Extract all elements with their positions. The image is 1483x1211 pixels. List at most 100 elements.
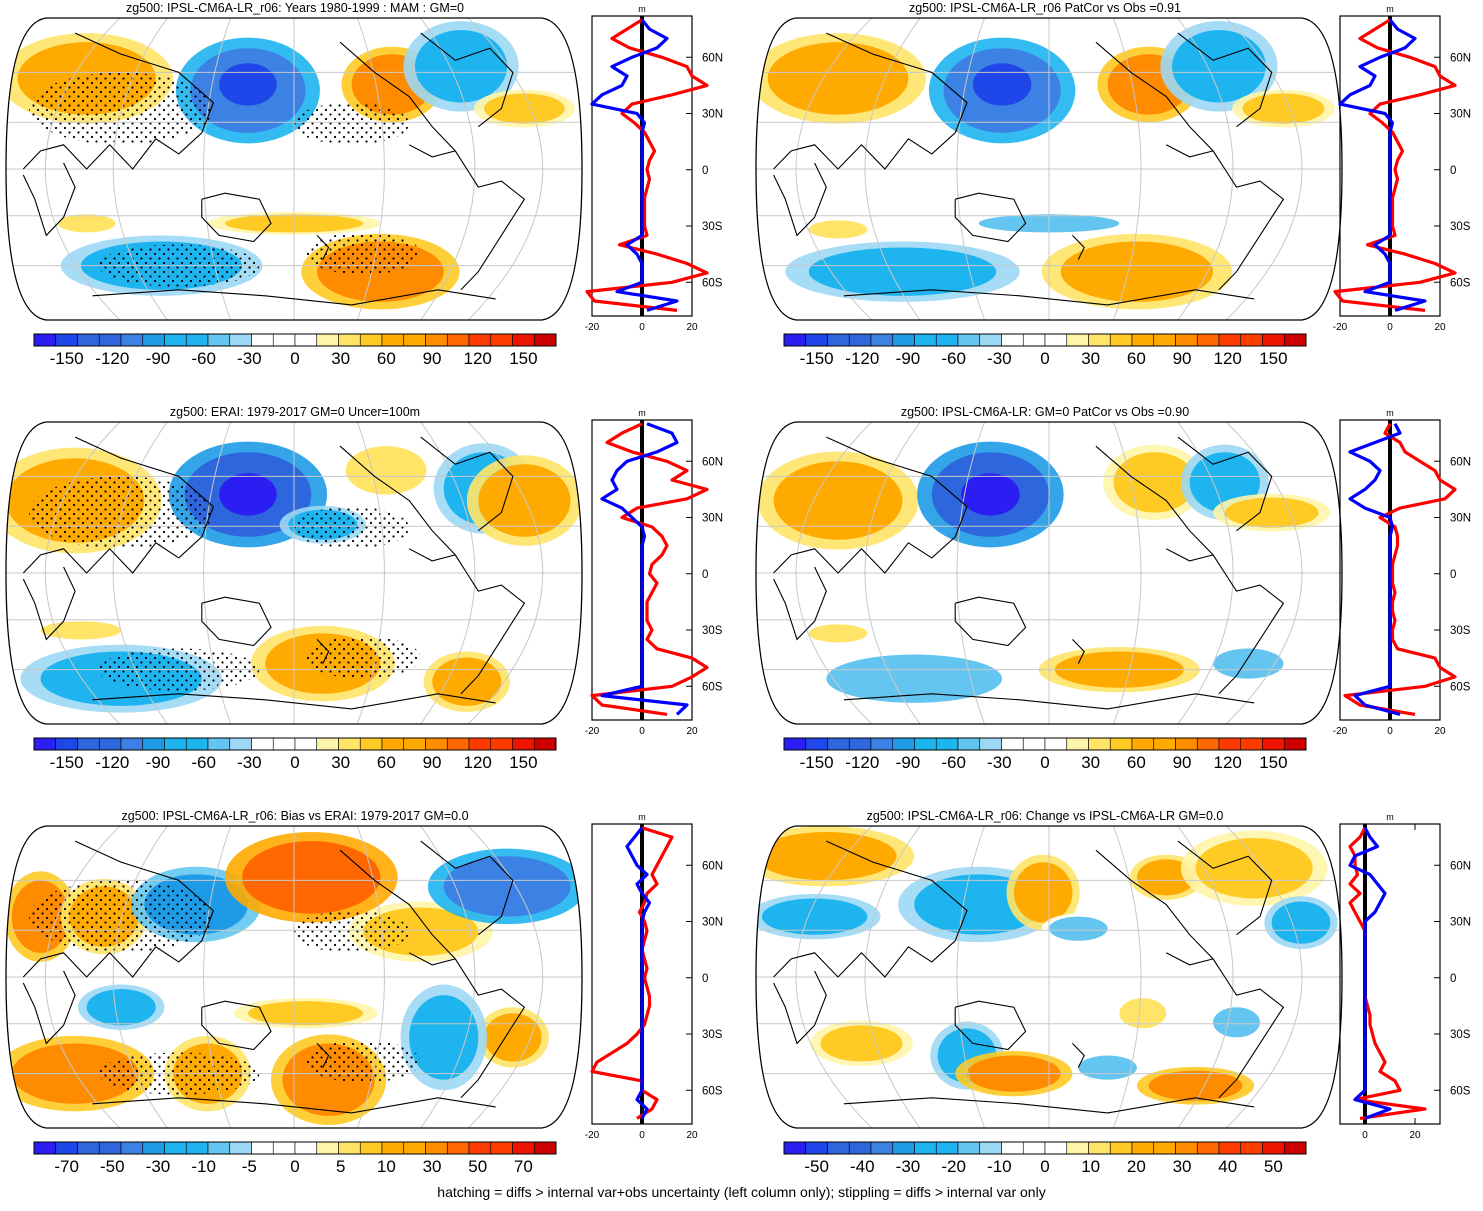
profile-lat-label: 60S bbox=[702, 681, 723, 693]
colorbar-tick-label: 60 bbox=[1127, 753, 1146, 772]
coastline bbox=[339, 849, 526, 1099]
coastline bbox=[92, 1097, 496, 1114]
colorbar-swatch bbox=[1109, 1141, 1133, 1155]
anomaly-contour bbox=[1172, 30, 1266, 103]
colorbar-swatch bbox=[98, 333, 122, 347]
panel-title: zg500: IPSL-CM6A-LR_r06 PatCor vs Obs =0… bbox=[909, 1, 1181, 15]
colorbar-tick-label: 40 bbox=[1218, 1157, 1237, 1176]
colorbar-tick-label: -10 bbox=[987, 1157, 1012, 1176]
colorbar-swatch bbox=[1240, 737, 1263, 751]
longitude-gridline bbox=[1225, 826, 1303, 1128]
coastline bbox=[773, 566, 827, 641]
colorbar-swatch bbox=[251, 737, 274, 751]
profile-frame bbox=[1339, 823, 1441, 1125]
colorbar-swatch bbox=[381, 737, 405, 751]
colorbar-swatch bbox=[33, 737, 57, 751]
zonal-profile: m -20 0 20 60N 30N 0 30S 60S bbox=[1333, 408, 1471, 737]
longitude-gridline bbox=[420, 826, 476, 1128]
map-field bbox=[756, 422, 1342, 724]
anomaly-contour bbox=[1148, 1070, 1243, 1101]
colorbar-swatch bbox=[1153, 333, 1176, 347]
coastline bbox=[1095, 445, 1285, 695]
anomaly-contour bbox=[808, 247, 997, 296]
colorbar-swatch bbox=[1262, 737, 1285, 751]
anomaly-contour bbox=[820, 1025, 903, 1062]
profile-xtick-label: 20 bbox=[1409, 1130, 1421, 1141]
profile-lat-label: 30S bbox=[702, 625, 723, 637]
colorbar-swatch bbox=[1283, 737, 1307, 751]
longitude-gridline bbox=[112, 826, 168, 1128]
coastline bbox=[420, 840, 514, 936]
zonal-profile: m -20 0 20 60N 30N 0 30S 60S bbox=[585, 408, 723, 737]
colorbar-swatch bbox=[98, 1141, 122, 1155]
anomaly-contour bbox=[484, 93, 565, 124]
colorbar-swatch bbox=[1240, 333, 1263, 347]
colorbar-swatch bbox=[1196, 333, 1220, 347]
colorbar-swatch bbox=[207, 1141, 231, 1155]
colorbar-swatch bbox=[827, 737, 850, 751]
profile-unit: m bbox=[1386, 408, 1394, 418]
map-border bbox=[755, 825, 1343, 1129]
colorbar-swatch bbox=[142, 1141, 165, 1155]
colorbar-tick-label: -30 bbox=[237, 753, 262, 772]
colorbar-swatch bbox=[207, 737, 231, 751]
coastline bbox=[92, 693, 496, 710]
colorbar-tick-label: 30 bbox=[1081, 349, 1100, 368]
profile-red-series bbox=[590, 422, 709, 716]
colorbar-swatch bbox=[468, 1141, 492, 1155]
footnote: hatching = diffs > internal var+obs unce… bbox=[437, 1184, 1046, 1200]
colorbar-tick-label: -150 bbox=[800, 753, 834, 772]
colorbar-swatch bbox=[1218, 333, 1242, 347]
colorbar-swatch bbox=[1262, 333, 1285, 347]
colorbar-tick-label: 70 bbox=[514, 1157, 533, 1176]
colorbar-swatch bbox=[359, 333, 383, 347]
longitude-gridline bbox=[795, 18, 873, 320]
colorbar-tick-label: 0 bbox=[1040, 1157, 1049, 1176]
colorbar-swatch bbox=[805, 1141, 828, 1155]
profile-xtick-label: 20 bbox=[686, 322, 698, 333]
stippling bbox=[294, 102, 410, 145]
colorbar-swatch bbox=[403, 737, 426, 751]
colorbar-swatch bbox=[490, 737, 513, 751]
colorbar-swatch bbox=[512, 333, 535, 347]
colorbar-tick-label: 120 bbox=[464, 753, 492, 772]
colorbar-swatch bbox=[120, 333, 144, 347]
profile-blue-series bbox=[590, 18, 679, 312]
coastline bbox=[22, 162, 76, 237]
colorbar-tick-label: 30 bbox=[331, 753, 350, 772]
colorbar-tick-label: -30 bbox=[987, 349, 1012, 368]
longitude-gridline bbox=[356, 826, 385, 1128]
colorbar-tick-label: 120 bbox=[1214, 753, 1242, 772]
colorbar-tick-label: -90 bbox=[146, 349, 171, 368]
colorbar-swatch bbox=[848, 333, 872, 347]
colorbar-swatch bbox=[533, 1141, 557, 1155]
chart-panel: zg500: IPSL-CM6A-LR_r06 PatCor vs Obs =0… bbox=[755, 1, 1471, 368]
profile-lat-label: 0 bbox=[702, 165, 708, 177]
colorbar-tick-label: 90 bbox=[1173, 349, 1192, 368]
chart-panel: zg500: IPSL-CM6A-LR: GM=0 PatCor vs Obs … bbox=[755, 405, 1471, 772]
colorbar-frame bbox=[33, 1141, 557, 1155]
colorbar-swatch bbox=[338, 737, 361, 751]
longitude-gridline bbox=[112, 422, 168, 724]
profile-unit: m bbox=[1386, 812, 1394, 822]
colorbar-swatch bbox=[381, 333, 405, 347]
coastline bbox=[316, 639, 330, 664]
colorbar-swatch bbox=[1022, 1141, 1046, 1155]
colorbar-tick-label: 120 bbox=[464, 349, 492, 368]
panel-title: zg500: IPSL-CM6A-LR_r06: Years 1980-1999… bbox=[126, 1, 464, 15]
colorbar-tick-label: 0 bbox=[290, 1157, 299, 1176]
coastline bbox=[1072, 639, 1085, 664]
longitude-gridline bbox=[795, 826, 873, 1128]
map-border bbox=[5, 421, 583, 725]
longitude-gridline bbox=[467, 422, 544, 724]
colorbar-swatch bbox=[77, 1141, 100, 1155]
coastline bbox=[954, 1000, 1027, 1051]
map-border bbox=[5, 17, 583, 321]
coastline bbox=[201, 1000, 272, 1051]
colorbar-swatch bbox=[1001, 1141, 1024, 1155]
coastline bbox=[954, 596, 1027, 647]
anomaly-contour bbox=[1213, 1007, 1260, 1038]
longitude-gridline bbox=[420, 18, 476, 320]
profile-xtick-label: 20 bbox=[1434, 726, 1446, 737]
colorbar-swatch bbox=[1109, 333, 1133, 347]
